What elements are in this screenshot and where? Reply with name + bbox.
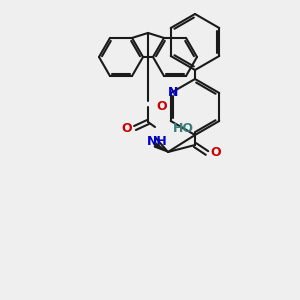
Text: O: O	[122, 122, 132, 134]
Text: N: N	[168, 85, 178, 98]
Text: HO: HO	[172, 122, 194, 136]
Text: O: O	[210, 146, 220, 160]
Text: NH: NH	[147, 135, 167, 148]
Polygon shape	[154, 143, 168, 152]
Text: O: O	[156, 100, 166, 113]
